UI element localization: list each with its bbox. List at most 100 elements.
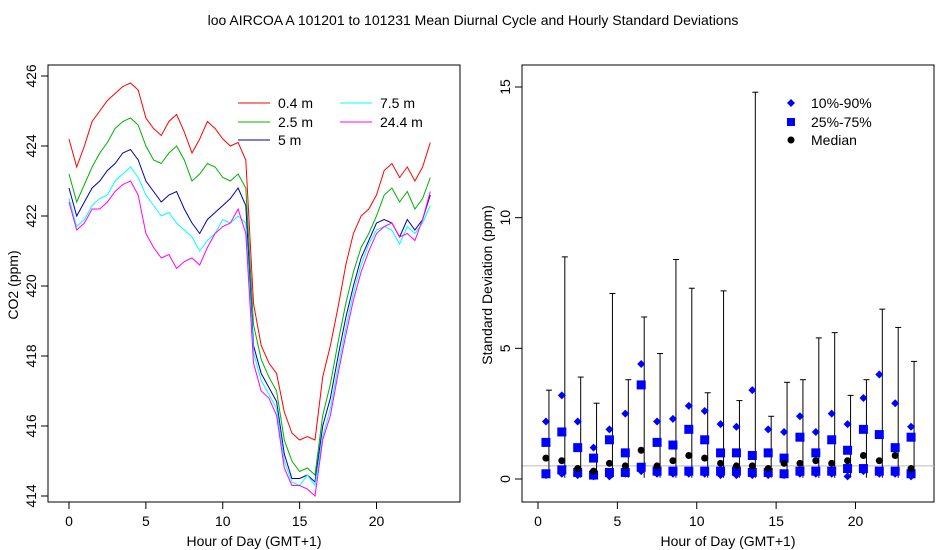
stddev-10-90-high-point	[859, 393, 868, 402]
stddev-25-75-high-point	[890, 443, 900, 453]
stddev-10-90-high-point	[653, 417, 662, 426]
stddev-x-tick-label: 0	[534, 513, 542, 529]
stddev-median-point	[748, 462, 756, 470]
co2-legend-label: 0.4 m	[278, 95, 313, 111]
stddev-25-75-low-point	[684, 466, 694, 476]
stddev-10-90-high-point	[764, 425, 773, 434]
stddev-25-75-high-point	[557, 427, 567, 437]
stddev-10-90-high-point	[621, 409, 630, 418]
stddev-25-75-low-point	[716, 466, 726, 476]
stddev-legend-label: Median	[811, 132, 857, 148]
stddev-10-90-high-point	[700, 407, 709, 416]
stddev-legend: 10%-90% 25%-75% Median	[787, 95, 872, 148]
stddev-25-75-low-point	[763, 467, 773, 477]
stddev-25-75-low-point	[858, 464, 868, 474]
co2-x-tick-label: 20	[369, 513, 385, 529]
stddev-10-90-high-point	[795, 412, 804, 421]
stddev-10-90-low-point	[843, 472, 852, 481]
stddev-10-90-high-point	[605, 425, 614, 434]
stddev-median-point	[685, 451, 693, 459]
stddev-median-point	[828, 459, 836, 467]
stddev-25-75-low-point	[874, 466, 884, 476]
stddev-median-point	[558, 457, 566, 465]
stddev-10-90-high-point	[748, 386, 757, 395]
stddev-x-tick-label: 10	[689, 513, 705, 529]
stddev-25-75-high-point	[684, 424, 694, 434]
stddev-25-75-high-point	[668, 440, 678, 450]
stddev-25-75-high-point	[747, 450, 757, 460]
stddev-10-90-high-point	[907, 422, 916, 431]
stddev-x-axis: 0 5 10 15 20	[534, 501, 863, 529]
stddev-legend-marker	[787, 136, 795, 144]
co2-y-axis-label: CO2 (ppm)	[5, 250, 21, 319]
stddev-25-75-high-point	[827, 435, 837, 445]
stddev-25-75-high-point	[779, 453, 789, 463]
stddev-25-75-low-point	[604, 467, 614, 477]
stddev-25-75-low-point	[779, 469, 789, 479]
stddev-whiskers	[545, 91, 918, 478]
stddev-25-75-high-point	[763, 448, 773, 458]
co2-x-tick-label: 5	[142, 513, 150, 529]
stddev-points	[541, 360, 916, 481]
stddev-median-point	[780, 459, 788, 467]
co2-x-axis-label: Hour of Day (GMT+1)	[187, 533, 322, 549]
stddev-25-75-high-point	[858, 424, 868, 434]
stddev-median-point	[717, 459, 725, 467]
stddev-x-tick-label: 15	[768, 513, 784, 529]
stddev-25-75-high-point	[636, 380, 646, 390]
stddev-10-90-high-point	[668, 414, 677, 423]
stddev-median-point	[701, 454, 709, 462]
co2-line-series-4	[68, 166, 431, 487]
stddev-25-75-high-point	[731, 448, 741, 458]
co2-y-tick-label: 426	[23, 64, 39, 88]
stddev-median-point	[653, 462, 661, 470]
stddev-legend-marker	[787, 118, 795, 126]
stddev-median-point	[732, 462, 740, 470]
co2-x-tick-label: 0	[65, 513, 73, 529]
stddev-x-tick-label: 5	[613, 513, 621, 529]
stddev-25-75-high-point	[906, 432, 916, 442]
stddev-y-tick-label: 0	[497, 475, 513, 483]
stddev-y-tick-label: 5	[497, 344, 513, 352]
stddev-median-point	[891, 451, 899, 459]
stddev-25-75-low-point	[620, 467, 630, 477]
co2-panel: 0 5 10 15 20 414 416 418 420 422 424 426 Hour of D…	[5, 64, 461, 549]
stddev-25-75-low-point	[731, 466, 741, 476]
co2-legend-label: 7.5 m	[380, 95, 415, 111]
stddev-10-90-high-point	[732, 422, 741, 431]
co2-line-series-3	[68, 148, 431, 484]
stddev-25-75-high-point	[795, 432, 805, 442]
stddev-25-75-low-point	[589, 470, 599, 480]
stddev-median-point	[859, 451, 867, 459]
stddev-25-75-high-point	[620, 448, 630, 458]
stddev-10-90-high-point	[811, 427, 820, 436]
stddev-median-point	[844, 457, 852, 465]
stddev-10-90-high-point	[573, 417, 582, 426]
stddev-25-75-high-point	[843, 445, 853, 455]
co2-y-tick-label: 414	[23, 484, 39, 508]
stddev-10-90-high-point	[684, 401, 693, 410]
stddev-median-point	[812, 457, 820, 465]
co2-legend: 0.4 m 2.5 m 5 m 7.5 m 24.4 m	[238, 95, 423, 148]
stddev-25-75-low-point	[906, 469, 916, 479]
co2-series-lines	[68, 82, 431, 498]
stddev-25-75-low-point	[747, 467, 757, 477]
stddev-25-75-high-point	[700, 435, 710, 445]
co2-legend-label: 2.5 m	[278, 114, 313, 130]
co2-x-axis: 0 5 10 15 20	[65, 501, 385, 529]
co2-x-tick-label: 10	[215, 513, 231, 529]
co2-y-tick-label: 418	[23, 344, 39, 368]
stddev-25-75-high-point	[716, 448, 726, 458]
stddev-10-90-high-point	[589, 443, 598, 452]
co2-legend-label: 5 m	[278, 132, 301, 148]
stddev-median-point	[574, 465, 582, 473]
stddev-median-point	[669, 457, 677, 465]
stddev-10-90-high-point	[827, 409, 836, 418]
stddev-25-75-high-point	[604, 435, 614, 445]
co2-line-series-2	[68, 117, 431, 477]
stddev-legend-label: 25%-75%	[811, 114, 872, 130]
stddev-10-90-high-point	[891, 399, 900, 408]
co2-y-tick-label: 420	[23, 274, 39, 298]
stddev-25-75-low-point	[795, 466, 805, 476]
stddev-10-90-high-point	[875, 370, 884, 379]
